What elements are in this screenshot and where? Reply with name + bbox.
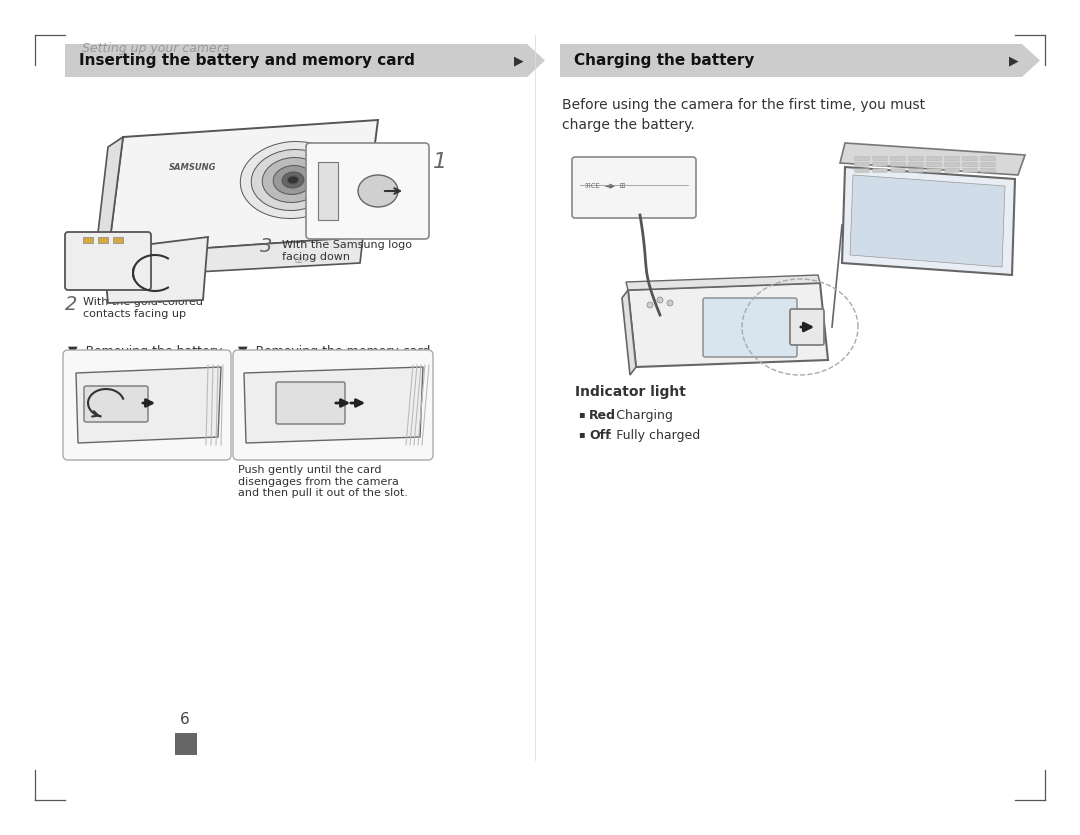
Polygon shape bbox=[108, 120, 378, 255]
Polygon shape bbox=[627, 283, 828, 367]
FancyBboxPatch shape bbox=[962, 157, 977, 160]
FancyBboxPatch shape bbox=[945, 157, 959, 160]
Polygon shape bbox=[244, 367, 423, 443]
FancyBboxPatch shape bbox=[908, 169, 923, 172]
Circle shape bbox=[657, 297, 663, 303]
Polygon shape bbox=[103, 237, 208, 303]
Text: Push gently until the card
disengages from the camera
and then pull it out of th: Push gently until the card disengages fr… bbox=[238, 465, 408, 498]
Ellipse shape bbox=[287, 176, 298, 184]
Ellipse shape bbox=[357, 175, 399, 207]
Circle shape bbox=[340, 188, 346, 193]
FancyBboxPatch shape bbox=[63, 350, 231, 460]
Text: : Charging: : Charging bbox=[608, 409, 673, 422]
Text: ▼  Removing the battery: ▼ Removing the battery bbox=[68, 345, 222, 358]
FancyBboxPatch shape bbox=[83, 237, 93, 243]
Text: ▪: ▪ bbox=[578, 429, 584, 439]
FancyBboxPatch shape bbox=[276, 382, 345, 424]
Text: ᗤᗤ ✕ ⊙: ᗤᗤ ✕ ⊙ bbox=[292, 257, 314, 263]
Text: 4: 4 bbox=[149, 287, 161, 306]
Ellipse shape bbox=[252, 149, 335, 210]
FancyBboxPatch shape bbox=[873, 163, 888, 166]
FancyBboxPatch shape bbox=[65, 44, 527, 77]
Ellipse shape bbox=[273, 165, 313, 195]
FancyBboxPatch shape bbox=[233, 350, 433, 460]
Text: ▪: ▪ bbox=[578, 409, 584, 419]
Text: 2: 2 bbox=[65, 295, 78, 314]
Polygon shape bbox=[1022, 44, 1040, 77]
FancyBboxPatch shape bbox=[572, 157, 696, 218]
Text: 6: 6 bbox=[180, 712, 190, 727]
FancyBboxPatch shape bbox=[927, 169, 942, 172]
Text: Red: Red bbox=[589, 409, 616, 422]
FancyBboxPatch shape bbox=[854, 163, 869, 166]
FancyBboxPatch shape bbox=[306, 143, 429, 239]
FancyBboxPatch shape bbox=[891, 169, 905, 172]
Text: Charging the battery: Charging the battery bbox=[573, 53, 754, 68]
Text: Indicator light: Indicator light bbox=[575, 385, 686, 399]
Text: ▶: ▶ bbox=[1009, 54, 1018, 67]
Text: With the Samsung logo
facing down: With the Samsung logo facing down bbox=[282, 240, 411, 261]
Polygon shape bbox=[76, 367, 221, 443]
FancyBboxPatch shape bbox=[873, 157, 888, 160]
Ellipse shape bbox=[262, 158, 324, 202]
Text: : Fully charged: : Fully charged bbox=[608, 429, 700, 442]
FancyBboxPatch shape bbox=[891, 157, 905, 160]
FancyBboxPatch shape bbox=[789, 309, 824, 345]
Text: Off: Off bbox=[589, 429, 610, 442]
Ellipse shape bbox=[282, 172, 303, 188]
FancyBboxPatch shape bbox=[908, 157, 923, 160]
FancyBboxPatch shape bbox=[908, 163, 923, 166]
FancyBboxPatch shape bbox=[854, 169, 869, 172]
Text: Before using the camera for the first time, you must: Before using the camera for the first ti… bbox=[562, 98, 926, 112]
FancyBboxPatch shape bbox=[98, 237, 108, 243]
Text: Setting up your camera: Setting up your camera bbox=[82, 42, 229, 55]
Circle shape bbox=[647, 302, 653, 308]
FancyBboxPatch shape bbox=[945, 169, 959, 172]
Circle shape bbox=[330, 198, 336, 203]
FancyBboxPatch shape bbox=[113, 237, 123, 243]
FancyBboxPatch shape bbox=[854, 157, 869, 160]
FancyBboxPatch shape bbox=[962, 163, 977, 166]
FancyBboxPatch shape bbox=[981, 157, 996, 160]
Polygon shape bbox=[850, 175, 1005, 267]
Text: ℜCE  ◄▶  ⊞: ℜCE ◄▶ ⊞ bbox=[585, 183, 625, 189]
FancyBboxPatch shape bbox=[703, 298, 797, 357]
FancyBboxPatch shape bbox=[981, 163, 996, 166]
Polygon shape bbox=[622, 290, 636, 375]
Text: 1: 1 bbox=[433, 152, 447, 172]
Polygon shape bbox=[840, 143, 1025, 175]
FancyBboxPatch shape bbox=[561, 44, 1022, 77]
Ellipse shape bbox=[240, 141, 346, 219]
Polygon shape bbox=[842, 167, 1015, 275]
FancyBboxPatch shape bbox=[962, 169, 977, 172]
FancyBboxPatch shape bbox=[927, 157, 942, 160]
Polygon shape bbox=[318, 162, 338, 220]
Text: charge the battery.: charge the battery. bbox=[562, 118, 694, 132]
Polygon shape bbox=[527, 44, 545, 77]
Text: Inserting the battery and memory card: Inserting the battery and memory card bbox=[79, 53, 415, 68]
Text: 3: 3 bbox=[260, 237, 272, 256]
Polygon shape bbox=[626, 275, 820, 290]
FancyBboxPatch shape bbox=[65, 232, 151, 290]
Polygon shape bbox=[106, 237, 363, 277]
FancyBboxPatch shape bbox=[873, 169, 888, 172]
Circle shape bbox=[667, 300, 673, 306]
FancyBboxPatch shape bbox=[175, 733, 197, 755]
FancyBboxPatch shape bbox=[981, 169, 996, 172]
Text: ▼  Removing the memory card: ▼ Removing the memory card bbox=[238, 345, 430, 358]
Circle shape bbox=[330, 178, 336, 183]
Text: ▶: ▶ bbox=[514, 54, 524, 67]
Text: SAMSUNG: SAMSUNG bbox=[170, 163, 217, 171]
Text: With the gold-colored
contacts facing up: With the gold-colored contacts facing up bbox=[83, 297, 203, 319]
FancyBboxPatch shape bbox=[927, 163, 942, 166]
FancyBboxPatch shape bbox=[945, 163, 959, 166]
Polygon shape bbox=[96, 137, 123, 255]
FancyBboxPatch shape bbox=[84, 386, 148, 422]
FancyBboxPatch shape bbox=[891, 163, 905, 166]
